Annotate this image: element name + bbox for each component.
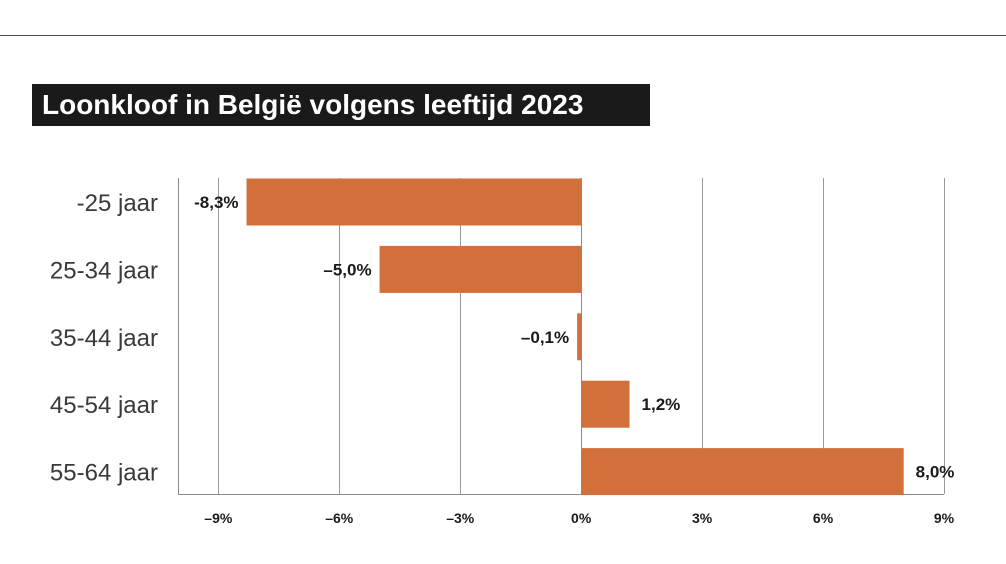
bar [581, 448, 904, 496]
x-tick-label: 3% [692, 510, 713, 526]
chart-title-box: Loonkloof in België volgens leeftijd 202… [32, 84, 650, 126]
value-label: -8,3% [194, 193, 238, 212]
x-tick-label: 9% [934, 510, 955, 526]
x-tick-label: 6% [813, 510, 834, 526]
bar [577, 313, 582, 361]
category-label: 25-34 jaar [50, 257, 158, 284]
category-label: 45-54 jaar [50, 392, 158, 419]
value-label: 1,2% [642, 395, 681, 414]
value-label: –5,0% [323, 260, 371, 279]
x-tick-label: –9% [204, 510, 233, 526]
chart-title: Loonkloof in België volgens leeftijd 202… [42, 89, 584, 120]
bar [581, 380, 630, 428]
category-label: 55-64 jaar [50, 460, 158, 487]
category-label: 35-44 jaar [50, 325, 158, 352]
bar [246, 178, 582, 226]
x-tick-label: 0% [571, 510, 592, 526]
bar [379, 245, 582, 293]
top-divider [0, 35, 1006, 36]
value-label: 8,0% [916, 463, 955, 482]
category-label: -25 jaar [77, 190, 158, 217]
value-label: –0,1% [521, 328, 569, 347]
x-tick-label: –3% [446, 510, 475, 526]
x-tick-label: –6% [325, 510, 354, 526]
